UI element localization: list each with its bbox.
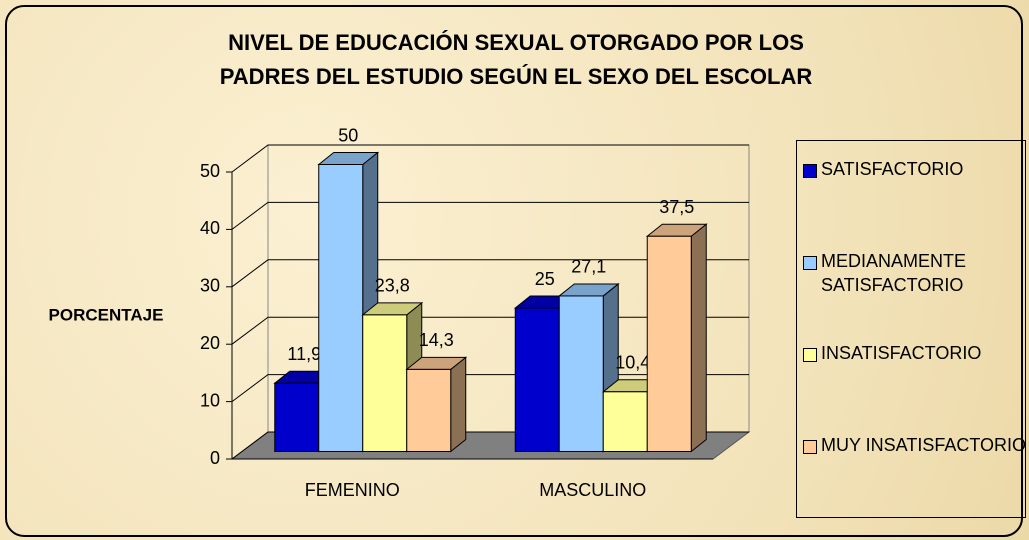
legend-swatch bbox=[803, 348, 817, 362]
legend-label: MEDIANAMENTE SATISFACTORIO bbox=[821, 251, 967, 295]
value-label: 50 bbox=[338, 125, 358, 145]
value-label: 10,4 bbox=[615, 353, 650, 373]
value-label: 23,8 bbox=[375, 276, 410, 296]
value-label: 27,1 bbox=[571, 257, 606, 277]
chart-title: PADRES DEL ESTUDIO SEGÚN EL SEXO DEL ESC… bbox=[220, 64, 813, 89]
value-label: 14,3 bbox=[419, 330, 454, 350]
legend-entry: SATISFACTORIO bbox=[801, 157, 1027, 181]
y-tick-label: 30 bbox=[200, 276, 220, 296]
value-label: 25 bbox=[535, 269, 555, 289]
legend-label: INSATISFACTORIO bbox=[821, 343, 982, 363]
legend-entry: MEDIANAMENTE SATISFACTORIO bbox=[801, 249, 1027, 297]
legend-entry: INSATISFACTORIO bbox=[801, 341, 1027, 365]
bar-side bbox=[450, 356, 467, 453]
y-tick-label: 20 bbox=[200, 333, 220, 353]
y-tick-label: 40 bbox=[200, 218, 220, 238]
y-tick-label: 50 bbox=[200, 161, 220, 181]
legend-swatch bbox=[803, 256, 817, 270]
bar bbox=[602, 391, 648, 452]
grid-line bbox=[231, 259, 749, 288]
bar bbox=[406, 368, 452, 452]
value-label: 11,9 bbox=[287, 344, 321, 364]
y-tick-label: 0 bbox=[210, 448, 220, 468]
legend-swatch bbox=[803, 440, 817, 454]
bar bbox=[514, 307, 560, 452]
bar-side bbox=[690, 223, 707, 453]
legend-label: MUY INSATISFACTORIO bbox=[821, 435, 1027, 455]
grid-line bbox=[231, 201, 749, 230]
value-label: 37,5 bbox=[659, 197, 694, 217]
frame bbox=[5, 5, 1023, 537]
legend-swatch bbox=[803, 164, 817, 178]
y-axis-label: PORCENTAJE bbox=[49, 305, 164, 324]
x-tick-label: MASCULINO bbox=[539, 480, 646, 500]
bar bbox=[274, 382, 320, 452]
legend: SATISFACTORIO MEDIANAMENTE SATISFACTORIO I… bbox=[796, 140, 1026, 518]
chart-title: NIVEL DE EDUCACIÓN SEXUAL OTORGADO POR L… bbox=[228, 30, 804, 55]
bar bbox=[362, 314, 408, 452]
grid-line bbox=[231, 144, 749, 173]
y-tick-label: 10 bbox=[200, 390, 220, 410]
legend-label: SATISFACTORIO bbox=[821, 159, 964, 179]
x-tick-label: FEMENINO bbox=[305, 480, 400, 500]
bar bbox=[646, 235, 692, 452]
bar bbox=[318, 164, 364, 452]
bar bbox=[558, 295, 604, 453]
legend-entry: MUY INSATISFACTORIO bbox=[801, 433, 1027, 457]
